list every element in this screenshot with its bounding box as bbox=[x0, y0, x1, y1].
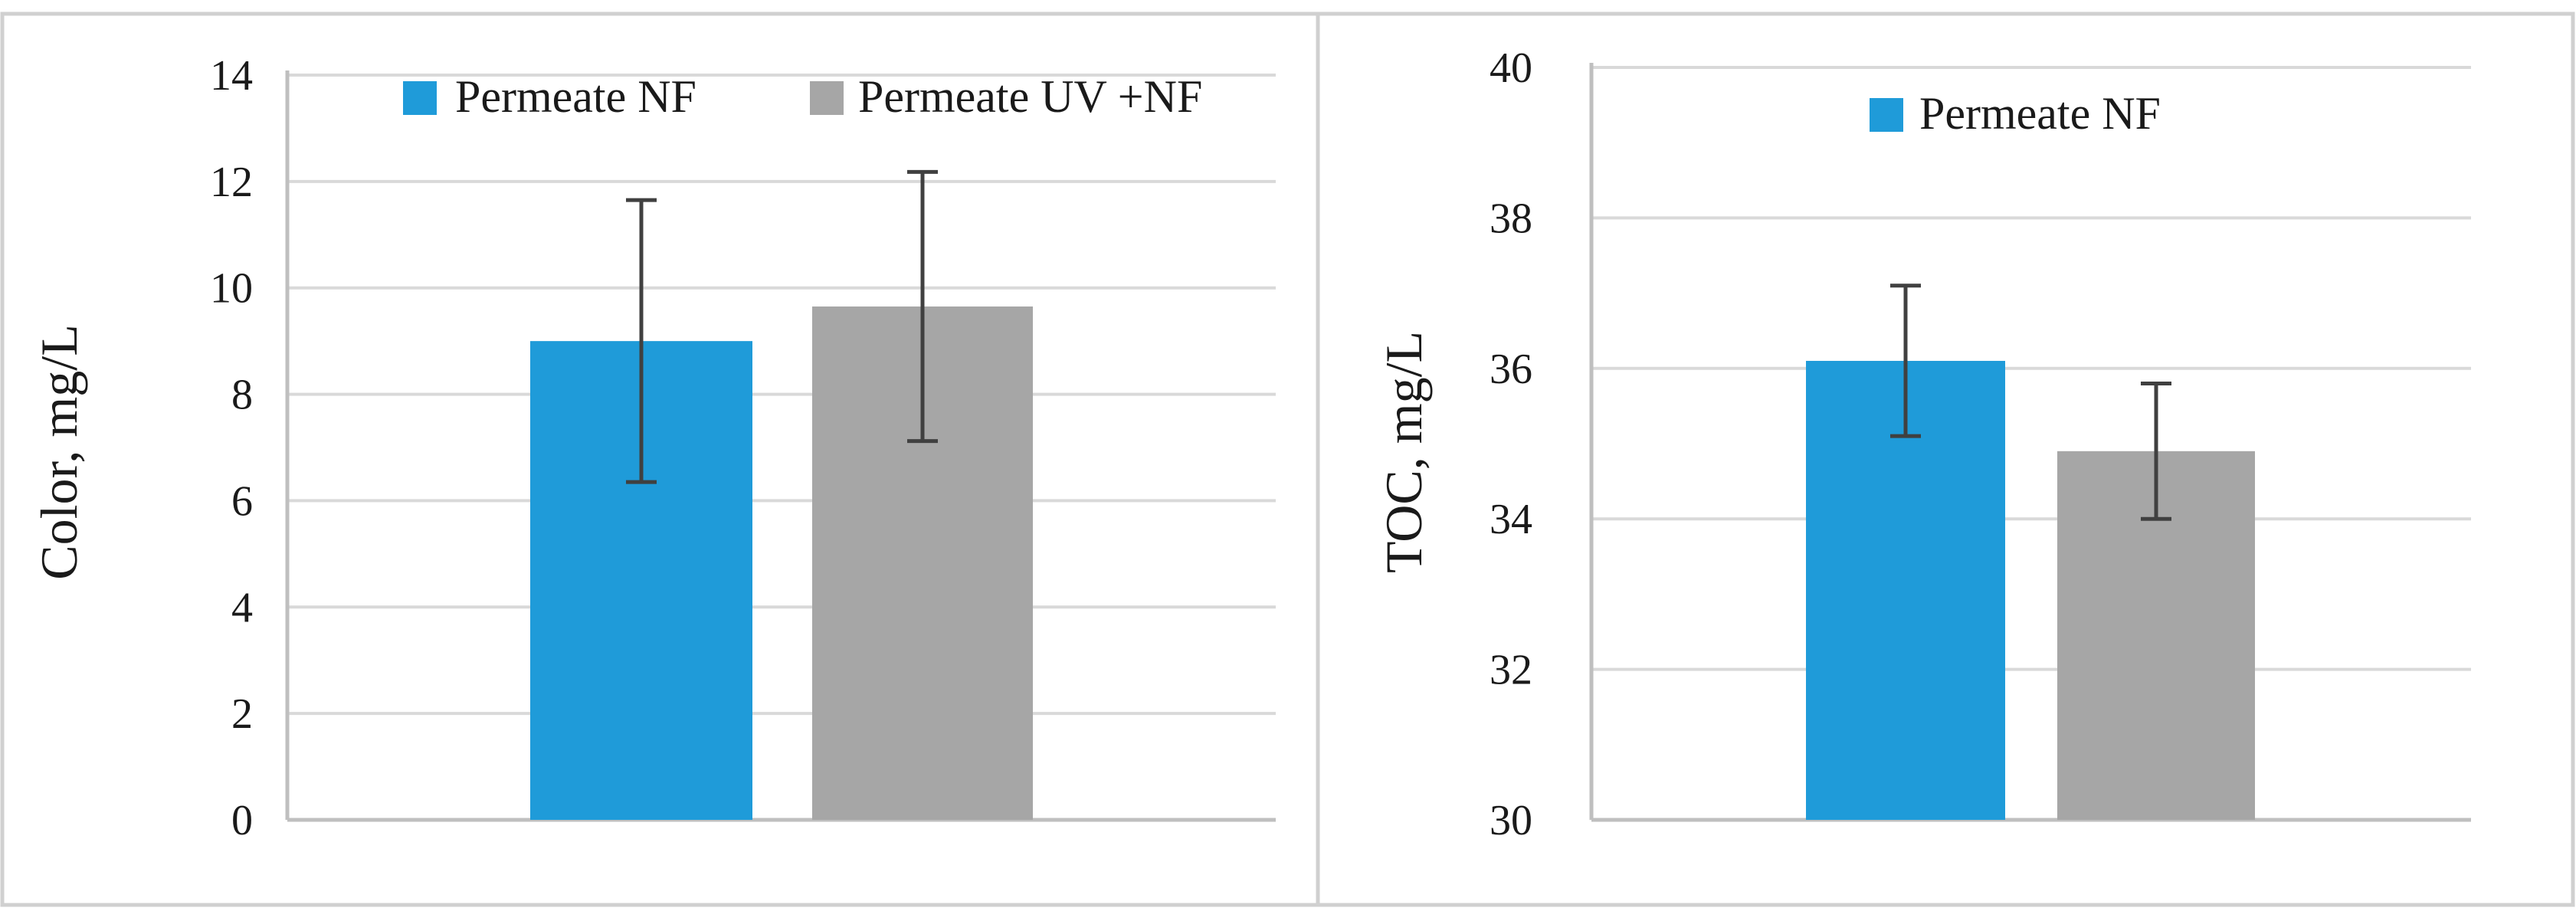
legend-swatch bbox=[810, 81, 844, 115]
y-tick-label: 0 bbox=[231, 797, 253, 844]
y-tick-label: 30 bbox=[1490, 797, 1532, 844]
y-tick-label: 34 bbox=[1490, 496, 1532, 543]
y-tick-label: 14 bbox=[210, 52, 253, 100]
y-tick-label: 10 bbox=[210, 265, 253, 313]
y-tick-label: 32 bbox=[1490, 647, 1532, 694]
y-axis-label: Color, mg/L bbox=[30, 324, 88, 580]
y-tick-label: 2 bbox=[231, 690, 253, 738]
legend-label: Permeate NF bbox=[1919, 88, 2161, 139]
y-tick-label: 38 bbox=[1490, 195, 1532, 242]
legend-label: Permeate UV +NF bbox=[858, 71, 1202, 122]
y-tick-label: 40 bbox=[1490, 44, 1532, 92]
legend-swatch bbox=[1870, 98, 1903, 132]
toc-chart: TOC, mg/L 30 32 34 36 38 40 Permeate NF bbox=[1375, 44, 2471, 844]
y-tick-label: 8 bbox=[231, 372, 253, 419]
y-tick-label: 4 bbox=[231, 584, 253, 631]
color-chart: Color, mg/L 0 2 4 6 8 10 12 14 Permeate NF Permea… bbox=[30, 52, 1276, 844]
y-axis-label: TOC, mg/L bbox=[1375, 331, 1433, 573]
legend-label: Permeate NF bbox=[455, 71, 696, 122]
y-tick-label: 12 bbox=[210, 159, 253, 206]
y-tick-label: 36 bbox=[1490, 346, 1532, 393]
legend-swatch bbox=[403, 81, 437, 115]
y-tick-label: 6 bbox=[231, 477, 253, 525]
